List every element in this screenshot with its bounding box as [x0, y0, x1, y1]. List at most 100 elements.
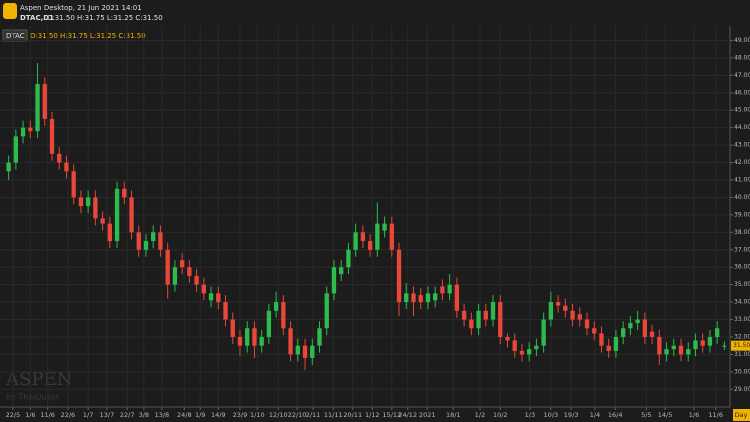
- candle-body: [440, 286, 445, 294]
- candle-body: [425, 293, 431, 303]
- legend-symbol: DTAC: [6, 32, 25, 40]
- x-tick-label: 24/8: [177, 411, 192, 419]
- candle-body: [230, 319, 235, 337]
- candle-body: [151, 232, 156, 242]
- x-tick-label: 22/6: [61, 411, 76, 419]
- x-tick-label: 11/6: [40, 411, 55, 419]
- x-tick-label: 12/10: [269, 411, 288, 419]
- candle-body: [324, 293, 329, 329]
- candle-body: [129, 197, 134, 233]
- candle-body: [252, 328, 257, 346]
- candle-body: [20, 127, 26, 137]
- candle-body: [273, 302, 279, 311]
- candle-body: [555, 302, 561, 306]
- candle-body: [122, 188, 127, 198]
- candle-body: [245, 328, 250, 346]
- candle-body: [722, 345, 727, 347]
- watermark-byline: by ThaiQuest: [6, 393, 59, 402]
- candle-body: [346, 249, 351, 268]
- candle-body: [577, 314, 582, 320]
- candle-body: [375, 223, 380, 250]
- last-price-label: 31.50: [733, 342, 750, 349]
- candle-body: [461, 310, 467, 320]
- candle-body: [107, 223, 113, 242]
- y-tick-label: 39.00: [734, 211, 750, 218]
- candle-body: [165, 249, 170, 285]
- y-tick-label: 40.00: [734, 194, 750, 201]
- y-tick-label: 35.00: [734, 281, 750, 288]
- x-tick-label: 1/10: [250, 411, 265, 419]
- candle-body: [187, 267, 192, 276]
- x-tick-label: 3/8: [139, 411, 149, 419]
- x-tick-label: 22/5: [6, 411, 21, 419]
- x-tick-label: 13/7: [100, 411, 115, 419]
- candle-body: [686, 349, 691, 355]
- candle-body: [317, 328, 322, 346]
- candle-body: [237, 336, 243, 346]
- x-tick-label: 19/3: [564, 411, 579, 419]
- candle-body: [411, 293, 416, 303]
- y-tick-label: 29.00: [734, 386, 750, 393]
- candle-body: [100, 218, 105, 224]
- candle-body: [13, 136, 19, 163]
- y-tick-label: 38.00: [734, 229, 750, 236]
- candle-body: [64, 162, 69, 172]
- x-tick-label: 1/4: [590, 411, 600, 419]
- candle-body: [360, 232, 366, 242]
- candle-body: [483, 310, 488, 320]
- candle-body: [635, 319, 640, 324]
- period-box: [733, 409, 750, 421]
- candle-body: [433, 293, 438, 301]
- y-tick-label: 42.00: [734, 159, 750, 166]
- x-tick-label: 1/6: [25, 411, 35, 419]
- y-tick-label: 32.00: [734, 333, 750, 340]
- app-logo: [3, 3, 17, 19]
- x-tick-label: 13/8: [155, 411, 170, 419]
- y-tick-label: 44.00: [734, 124, 750, 131]
- candle-body: [367, 241, 373, 250]
- candle-body: [642, 319, 648, 337]
- candle-body: [281, 302, 286, 329]
- candle-body: [216, 293, 221, 303]
- candle-body: [563, 305, 568, 311]
- candle-body: [498, 302, 503, 337]
- candle-body: [331, 267, 337, 294]
- x-tick-label: 11/6: [708, 411, 723, 419]
- y-tick-label: 46.00: [734, 89, 750, 96]
- y-tick-label: 49.00: [734, 37, 750, 44]
- candle-body: [620, 328, 626, 337]
- y-tick-label: 33.00: [734, 316, 750, 323]
- app-title: Aspen Desktop, 21 Jun 2021 14:01: [20, 4, 142, 12]
- y-tick-label: 43.00: [734, 142, 750, 149]
- symbol: DTAC,D1: [20, 14, 54, 22]
- y-tick-label: 34.00: [734, 299, 750, 306]
- candle-body: [700, 340, 705, 346]
- candle-body: [396, 249, 402, 303]
- candle-body: [288, 328, 293, 355]
- candle-body: [418, 295, 423, 303]
- candle-body: [382, 223, 387, 231]
- y-tick-label: 47.00: [734, 72, 750, 79]
- candle-body: [339, 267, 344, 275]
- y-tick-label: 31.00: [734, 351, 750, 358]
- candle-body: [201, 284, 206, 294]
- x-tick-label: 16/4: [608, 411, 623, 419]
- candle-body: [664, 349, 669, 355]
- candle-body: [447, 284, 452, 294]
- candle-body: [42, 84, 47, 119]
- y-tick-label: 30.00: [734, 368, 750, 375]
- candle-body: [143, 241, 149, 250]
- candle-body: [505, 336, 510, 341]
- candle-body: [179, 260, 185, 268]
- candle-body: [707, 336, 713, 346]
- y-tick-label: 36.00: [734, 264, 750, 271]
- candle-body: [266, 310, 272, 337]
- candle-body: [28, 127, 33, 132]
- candle-body: [353, 232, 358, 250]
- candle-body: [714, 328, 720, 337]
- candle-body: [649, 331, 655, 337]
- candle-body: [259, 336, 264, 346]
- candle-body: [172, 267, 178, 285]
